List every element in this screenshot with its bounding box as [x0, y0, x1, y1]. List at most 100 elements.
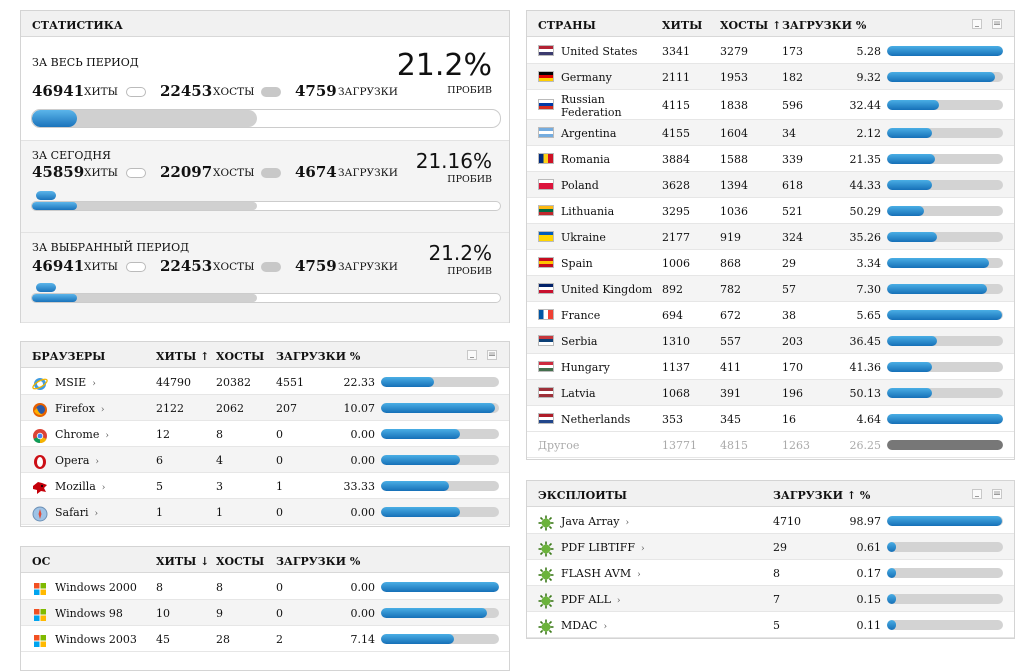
table-row[interactable]: Mozilla › 5 3 1 33.33 — [21, 473, 509, 499]
countries-col-loads[interactable]: ЗАГРУЗКИ % — [782, 19, 867, 32]
country-name[interactable]: Serbia — [561, 335, 598, 348]
row-hosts: 2062 — [216, 402, 244, 415]
row-name[interactable]: Firefox › — [55, 402, 104, 415]
exploit-name[interactable]: MDAC › — [561, 619, 607, 632]
chevron-right-icon[interactable]: › — [105, 431, 109, 441]
table-row[interactable]: Latvia 1068 391 196 50.13 — [527, 380, 1014, 406]
maximize-button[interactable] — [992, 19, 1002, 29]
row-name[interactable]: Safari › — [55, 506, 98, 519]
row-name[interactable]: Chrome › — [55, 428, 109, 441]
percent-bar-fill — [381, 481, 450, 491]
table-row-other[interactable]: Другое 13771 4815 1263 26.25 — [527, 432, 1014, 458]
table-row[interactable]: Windows 98 10 9 0 0.00 — [21, 600, 509, 626]
table-row[interactable]: Opera › 6 4 0 0.00 — [21, 447, 509, 473]
table-row[interactable]: MDAC › 5 0.11 — [527, 612, 1014, 638]
os-col-hits[interactable]: ХИТЫ ↓ — [156, 555, 210, 568]
table-row[interactable]: Hungary 1137 411 170 41.36 — [527, 354, 1014, 380]
row-hosts: 345 — [720, 413, 741, 426]
table-row[interactable]: Russian Federation 4115 1838 596 32.44 — [527, 90, 1014, 120]
minimize-button[interactable] — [467, 350, 477, 360]
os-col-loads[interactable]: ЗАГРУЗКИ % — [276, 555, 361, 568]
table-row[interactable]: Serbia 1310 557 203 36.45 — [527, 328, 1014, 354]
exploit-name[interactable]: PDF ALL › — [561, 593, 621, 606]
country-name[interactable]: Hungary — [561, 361, 610, 374]
chevron-right-icon[interactable]: › — [637, 570, 641, 580]
table-row[interactable]: Java Array › 4710 98.97 — [527, 508, 1014, 534]
table-row[interactable]: Poland 3628 1394 618 44.33 — [527, 172, 1014, 198]
maximize-button[interactable] — [992, 489, 1002, 499]
row-name[interactable]: Opera › — [55, 454, 99, 467]
os-col-hosts[interactable]: ХОСТЫ — [216, 555, 265, 568]
exploits-col-loads[interactable]: ЗАГРУЗКИ ↑ % — [773, 489, 871, 502]
row-name-text: Windows 2003 — [55, 633, 137, 646]
percent-bar-fill — [381, 429, 461, 439]
browsers-col-hosts[interactable]: ХОСТЫ — [216, 350, 265, 363]
chevron-right-icon[interactable]: › — [101, 483, 106, 493]
chevron-right-icon[interactable]: › — [641, 544, 645, 554]
table-row[interactable]: Ukraine 2177 919 324 35.26 — [527, 224, 1014, 250]
row-name[interactable]: Windows 2000 — [55, 581, 137, 594]
row-name[interactable]: MSIE › — [55, 376, 96, 389]
table-row[interactable]: Germany 2111 1953 182 9.32 — [527, 64, 1014, 90]
country-name[interactable]: Russian Federation — [561, 93, 622, 119]
minimize-button[interactable] — [972, 489, 982, 499]
table-row[interactable]: Netherlands 353 345 16 4.64 — [527, 406, 1014, 432]
minimize-button[interactable] — [972, 19, 982, 29]
exploit-name[interactable]: FLASH AVM › — [561, 567, 641, 580]
table-row[interactable]: France 694 672 38 5.65 — [527, 302, 1014, 328]
table-row[interactable]: FLASH AVM › 8 0.17 — [527, 560, 1014, 586]
country-name[interactable]: Poland — [561, 179, 599, 192]
maximize-button[interactable] — [487, 350, 497, 360]
country-name[interactable]: United Kingdom — [561, 283, 653, 296]
browsers-col-hits[interactable]: ХИТЫ ↑ — [156, 350, 210, 363]
row-name[interactable]: Mozilla › — [55, 480, 105, 493]
row-percent: 5.28 — [856, 45, 882, 58]
exploit-icon — [538, 619, 554, 635]
country-name[interactable]: Другое — [538, 439, 580, 452]
chevron-right-icon[interactable]: › — [100, 405, 105, 415]
chevron-right-icon[interactable]: › — [95, 457, 99, 467]
chevron-right-icon[interactable]: › — [92, 379, 96, 389]
percent-bar-fill — [887, 128, 933, 138]
countries-col-hits[interactable]: ХИТЫ — [662, 19, 703, 32]
table-row[interactable]: Argentina 4155 1604 34 2.12 — [527, 120, 1014, 146]
row-percent: 35.26 — [849, 231, 882, 244]
country-name[interactable]: Argentina — [561, 127, 617, 140]
row-hosts: 1604 — [720, 127, 748, 140]
table-row[interactable]: Windows 2000 8 8 0 0.00 — [21, 574, 509, 600]
chevron-right-icon[interactable]: › — [94, 509, 99, 519]
country-name[interactable]: Romania — [561, 153, 611, 166]
country-name[interactable]: Latvia — [561, 387, 596, 400]
table-row[interactable]: Romania 3884 1588 339 21.35 — [527, 146, 1014, 172]
table-row[interactable]: Windows 2003 45 28 2 7.14 — [21, 626, 509, 652]
country-name[interactable]: Spain — [561, 257, 593, 270]
country-name[interactable]: Netherlands — [561, 413, 631, 426]
table-row[interactable]: MSIE › 44790 20382 4551 22.33 — [21, 369, 509, 395]
country-name[interactable]: Lithuania — [561, 205, 615, 218]
chevron-right-icon[interactable]: › — [603, 622, 608, 632]
table-row[interactable]: PDF LIBTIFF › 29 0.61 — [527, 534, 1014, 560]
table-row[interactable]: Lithuania 3295 1036 521 50.29 — [527, 198, 1014, 224]
browsers-col-loads[interactable]: ЗАГРУЗКИ % — [276, 350, 361, 363]
table-row[interactable]: PDF ALL › 7 0.15 — [527, 586, 1014, 612]
row-name[interactable]: Windows 2003 — [55, 633, 137, 646]
table-row[interactable]: Firefox › 2122 2062 207 10.07 — [21, 395, 509, 421]
percent-bar — [381, 582, 499, 592]
chevron-right-icon[interactable]: › — [616, 596, 621, 606]
hits-indicator — [126, 168, 146, 178]
table-row[interactable]: Safari › 1 1 0 0.00 — [21, 499, 509, 525]
table-row[interactable]: United States 3341 3279 173 5.28 — [527, 38, 1014, 64]
country-name[interactable]: Ukraine — [561, 231, 606, 244]
row-name[interactable]: Windows 98 — [55, 607, 123, 620]
exploit-name[interactable]: Java Array › — [561, 515, 629, 528]
table-row[interactable]: Chrome › 12 8 0 0.00 — [21, 421, 509, 447]
country-name[interactable]: United States — [561, 45, 638, 58]
table-row[interactable]: Spain 1006 868 29 3.34 — [527, 250, 1014, 276]
countries-col-hosts[interactable]: ХОСТЫ ↑ — [720, 19, 782, 32]
exploit-name[interactable]: PDF LIBTIFF › — [561, 541, 645, 554]
country-name[interactable]: Germany — [561, 71, 612, 84]
chevron-right-icon[interactable]: › — [625, 518, 630, 528]
table-row[interactable]: United Kingdom 892 782 57 7.30 — [527, 276, 1014, 302]
percent-bar — [887, 336, 1003, 346]
country-name[interactable]: France — [561, 309, 601, 322]
